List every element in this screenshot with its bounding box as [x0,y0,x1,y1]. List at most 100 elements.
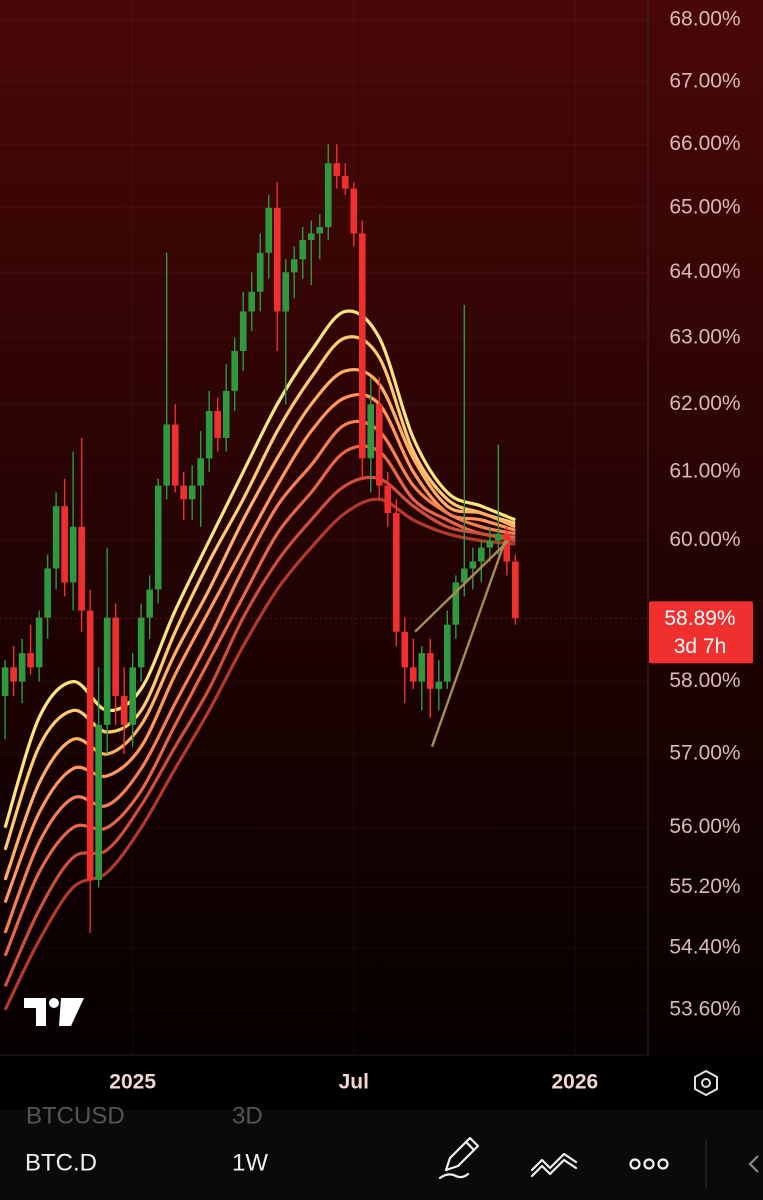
candle-body [341,175,349,189]
candle-body [214,411,222,438]
y-tick-label: 65.00% [669,195,740,218]
candle-body [452,582,460,625]
y-axis: 68.00% 67.00% 66.00% 65.00% 64.00% 63.00% 62.0… [649,8,753,1020]
candle-body [316,227,324,234]
candle-body [35,617,43,668]
candle-body [154,485,162,590]
candle-body [358,233,366,459]
indicators-button[interactable] [530,1152,578,1178]
y-tick-label: 66.00% [669,132,740,155]
ribbon-line [3,367,516,881]
trend-line [430,540,507,748]
candle-body [222,390,230,438]
candle-body [469,561,477,569]
candle-body [146,589,153,618]
candle-body [486,540,494,548]
y-tick-label: 62.00% [669,392,740,415]
candle-body [78,526,85,611]
y-tick-label: 58.00% [669,669,740,692]
symbol-button[interactable]: BTC.D [25,1149,97,1176]
interval-button[interactable]: 1W [232,1149,268,1176]
candle-body [95,724,102,880]
candle-body [350,188,358,234]
candle-body [460,568,468,583]
candle-body [409,667,417,682]
collapse-button[interactable] [748,1155,759,1173]
candle-body [188,485,196,500]
candle-body [333,163,341,176]
candle-body [495,533,502,541]
candle-body [171,424,179,486]
candle-body [69,526,77,583]
candle-body [18,653,26,682]
candle-body [239,311,247,351]
candle-body [52,506,60,569]
draw-button[interactable] [438,1136,480,1180]
candle-body [478,547,485,562]
candle-body [112,617,119,697]
y-tick-label: 64.00% [669,260,740,283]
more-button[interactable] [629,1158,669,1170]
ribbon-line [3,419,516,934]
y-tick-label: 53.60% [669,997,740,1020]
settings-button[interactable] [694,1069,718,1097]
candle-body [129,667,136,725]
candle-body [512,561,519,619]
candle-body [282,272,290,312]
x-tick-label: Jul [339,1071,369,1094]
candle-body [205,411,213,459]
candle-body [290,259,298,273]
y-tick-label: 60.00% [669,528,740,551]
candle-body [307,233,315,240]
y-tick-label: 68.00% [669,8,740,31]
candle-body [443,624,451,682]
candle-body [180,485,188,500]
candle-body [231,350,239,391]
candle-body [103,617,111,725]
candle-body [248,291,256,312]
candle-body [137,617,145,668]
y-tick-label: 67.00% [669,69,740,92]
candle-body [120,696,128,725]
candle-body [401,631,409,668]
y-tick-label: 55.20% [669,875,740,898]
candle-body [435,681,443,689]
chart-background [0,0,763,1055]
candle-body [265,207,273,253]
candle-body [384,485,392,514]
candle-body [426,653,434,689]
y-tick-label: 54.40% [669,936,740,959]
candle-body [163,424,170,486]
bar-countdown: 3d 7h [674,635,727,658]
x-tick-label: 2025 [109,1071,156,1094]
candle-body [10,667,17,682]
x-axis-bar [0,1055,763,1110]
ribbon-line [3,444,516,957]
candle-body [44,568,51,618]
candle-body [299,239,307,260]
candle-body [324,163,332,228]
candle-body [27,653,34,668]
y-tick-label: 61.00% [669,459,740,482]
candle-body [392,513,400,632]
trend-line [414,539,510,633]
plot-area [0,144,648,1011]
candle-body [273,207,281,312]
y-tick-label: 63.00% [669,325,740,348]
last-price-box [649,601,753,664]
candle-body [367,404,375,459]
candle-body [375,404,383,486]
ribbon-line [3,335,516,851]
bottom-toolbar [0,1110,763,1200]
ribbon-line [3,309,516,829]
y-tick-label: 57.00% [669,742,740,765]
candle-body [503,533,511,562]
last-price-label: 58.89% [664,607,735,630]
candle-body [256,252,264,292]
x-tick-label: 2026 [552,1071,599,1094]
candle-body [61,506,68,583]
ghost-symbol: BTCUSD [26,1102,125,1129]
candle-body [197,458,205,486]
